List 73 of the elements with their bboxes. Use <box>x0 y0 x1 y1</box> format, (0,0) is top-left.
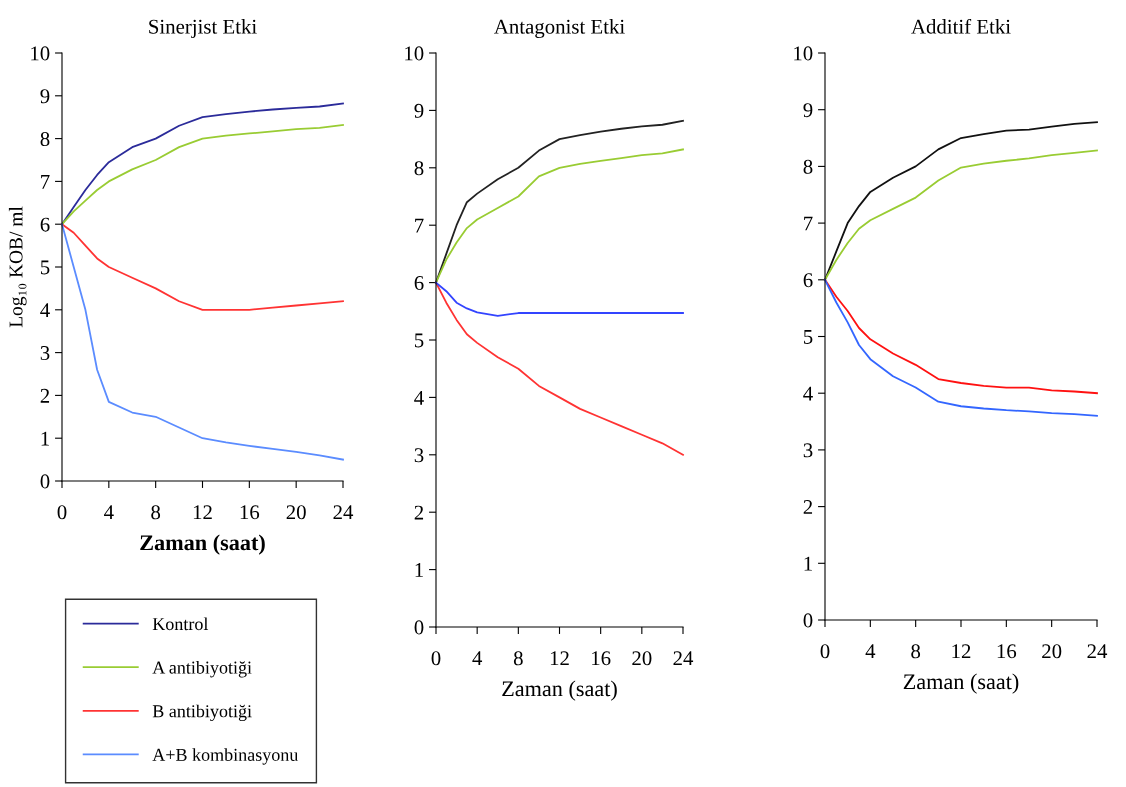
y-axis-title: Log₁₀ KOB/ ml <box>8 206 27 328</box>
x-tick-label: 4 <box>472 651 483 666</box>
legend-label: B antibiyotiği <box>152 704 252 722</box>
y-tick-label: 2 <box>40 388 50 403</box>
y-tick-label: 3 <box>803 443 813 458</box>
legend-label: A antibiyotiği <box>152 661 252 678</box>
x-tick-label: 4 <box>104 505 114 520</box>
line-series <box>435 281 684 317</box>
x-tick-label: 12 <box>550 651 569 666</box>
x-tick-label: 24 <box>673 651 694 666</box>
y-tick-label: 9 <box>803 103 813 118</box>
x-tick-label: 8 <box>513 651 523 666</box>
y-tick-label: 6 <box>40 217 50 232</box>
y-tick-label: 6 <box>414 276 424 291</box>
x-tick-label: 0 <box>820 644 830 659</box>
y-tick-label: 3 <box>414 448 424 463</box>
x-tick-label: 16 <box>997 644 1017 659</box>
y-tick-label: 8 <box>414 161 424 176</box>
line-series <box>824 149 1098 281</box>
y-tick-label: 2 <box>803 500 813 514</box>
y-tick-label: 7 <box>41 174 50 189</box>
y-tick-label: 1 <box>804 556 812 571</box>
x-axis-title: Zaman (saat) <box>903 673 1019 694</box>
y-tick-label: 5 <box>803 330 813 344</box>
y-tick-label: 7 <box>804 216 813 231</box>
x-tick-label: 12 <box>193 505 212 520</box>
x-axis-title: Zaman (saat) <box>140 534 265 555</box>
x-tick-label: 16 <box>240 505 260 520</box>
y-tick-label: 3 <box>40 346 50 361</box>
chart-title: Additif Etki <box>911 18 1011 34</box>
y-tick-label: 10 <box>31 46 50 61</box>
y-tick-label: 7 <box>415 218 424 233</box>
x-tick-label: 0 <box>431 651 441 666</box>
y-tick-label: 5 <box>40 260 50 275</box>
legend-label: A+B kombinasyonu <box>152 748 299 765</box>
x-tick-label: 24 <box>333 505 354 520</box>
x-tick-label: 0 <box>57 505 67 520</box>
x-tick-label: 8 <box>151 505 161 520</box>
y-tick-label: 4 <box>414 390 424 405</box>
y-tick-label: 8 <box>40 131 50 147</box>
line-series <box>824 278 1098 417</box>
y-tick-label: 10 <box>405 46 424 61</box>
x-tick-label: 24 <box>1087 644 1108 659</box>
y-tick-label: 6 <box>803 273 813 288</box>
x-tick-label: 20 <box>286 505 306 520</box>
x-tick-label: 16 <box>592 651 611 666</box>
x-tick-label: 4 <box>865 644 876 659</box>
y-tick-label: 9 <box>40 89 50 104</box>
x-tick-label: 8 <box>911 644 921 659</box>
chart-title: Antagonist Etki <box>494 19 625 39</box>
y-tick-label: 5 <box>414 333 424 348</box>
y-tick-label: 0 <box>414 620 424 635</box>
y-tick-label: 4 <box>40 303 50 318</box>
line-series <box>824 278 1098 395</box>
line-series <box>61 223 344 311</box>
y-tick-label: 10 <box>794 46 813 61</box>
y-tick-label: 0 <box>803 613 813 628</box>
chart-title: Sinerjist Etki <box>149 19 257 38</box>
y-tick-label: 2 <box>414 505 424 520</box>
line-series <box>435 148 684 284</box>
x-tick-label: 20 <box>632 651 652 666</box>
y-tick-label: 9 <box>414 103 424 118</box>
y-tick-label: 0 <box>40 474 50 489</box>
x-axis-title: Zaman (saat) <box>502 680 617 701</box>
y-tick-label: 1 <box>415 563 423 577</box>
legend-label: Kontrol <box>152 617 209 631</box>
y-tick-label: 4 <box>803 386 813 401</box>
y-tick-label: 1 <box>41 431 49 446</box>
y-tick-label: 8 <box>803 159 813 174</box>
line-series <box>61 223 344 461</box>
line-series <box>61 123 344 226</box>
x-tick-label: 20 <box>1042 644 1062 659</box>
x-tick-label: 12 <box>952 644 971 659</box>
